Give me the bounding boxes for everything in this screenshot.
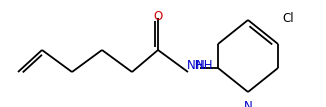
Text: O: O [153, 10, 163, 23]
Text: N: N [244, 100, 252, 107]
Text: NH: NH [196, 59, 214, 72]
Text: NH: NH [187, 59, 205, 72]
Text: Cl: Cl [282, 12, 294, 25]
